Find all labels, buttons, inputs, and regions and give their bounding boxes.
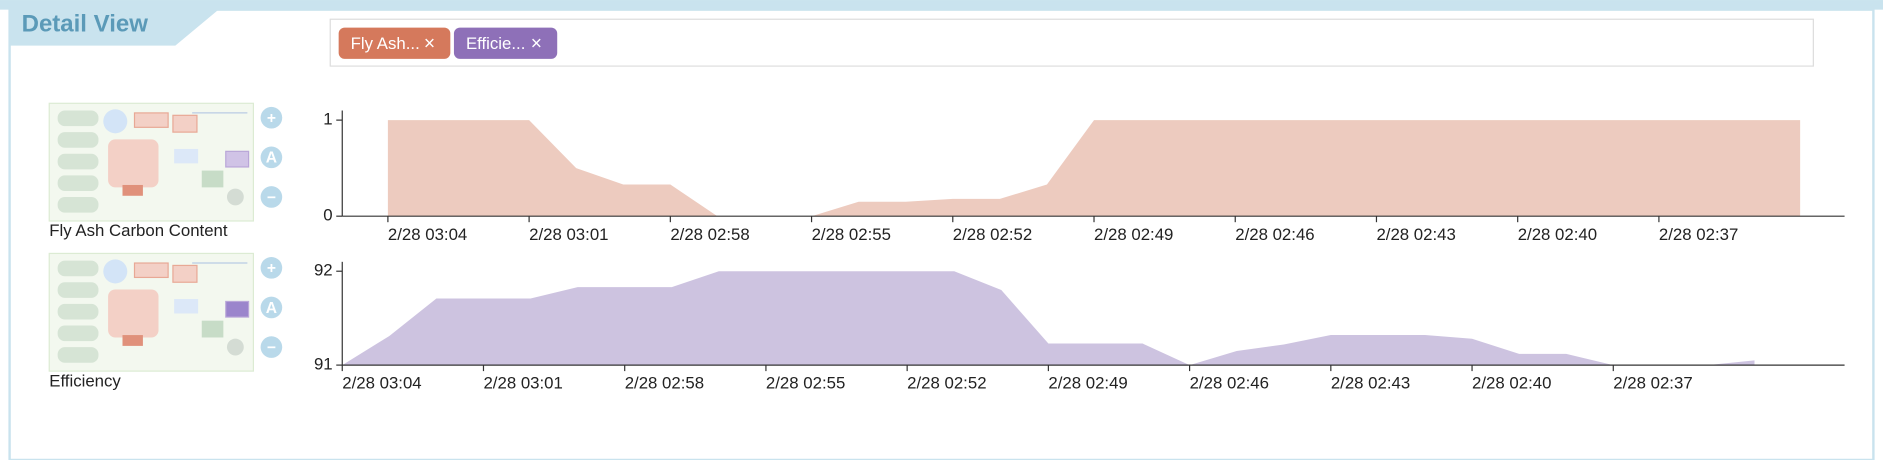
icon-button[interactable]	[260, 336, 283, 358]
icon-stack	[57, 132, 99, 148]
icon-box	[108, 139, 159, 188]
icon-circle	[103, 109, 128, 134]
icon-circle	[103, 259, 128, 284]
x-tick-label: 2/28 02:49	[1094, 225, 1173, 244]
x-tick-label: 2/28 03:04	[342, 374, 421, 393]
icon-small	[133, 112, 169, 128]
x-tick-label: 2/28 02:46	[1190, 374, 1269, 393]
icon-button-label[interactable]: A	[266, 300, 277, 317]
icon-button[interactable]	[260, 106, 283, 129]
area	[342, 271, 1755, 366]
icon-purple	[225, 150, 250, 168]
tag-close[interactable]: ×	[424, 34, 435, 55]
icon-stack	[57, 325, 99, 342]
icon-button[interactable]	[260, 296, 283, 319]
icon-button[interactable]	[260, 146, 283, 169]
icon-stack	[57, 303, 99, 320]
panel-label: Efficiency	[49, 371, 121, 390]
x-tick-label: 2/28 02:52	[953, 225, 1032, 244]
icon-green	[201, 170, 224, 188]
top-band	[0, 0, 1883, 10]
x-tick-label: 2/28 02:40	[1472, 374, 1551, 393]
icon-stack	[57, 347, 99, 363]
x-tick-label: 2/28 02:37	[1659, 225, 1738, 244]
x-tick-label: 2/28 02:43	[1331, 374, 1410, 393]
icon-stack	[57, 282, 99, 298]
header-tab	[9, 9, 219, 46]
icon-button-label[interactable]: −	[267, 339, 276, 356]
x-tick-label: 2/28 02:52	[907, 374, 986, 393]
y-tick-label: 1	[323, 110, 332, 129]
icon-button[interactable]	[260, 257, 283, 279]
y-tick-label: 0	[323, 206, 332, 225]
y-tick-label: 92	[314, 261, 333, 280]
x-tick-label: 2/28 02:43	[1376, 225, 1455, 244]
icon-purple	[225, 300, 250, 318]
x-tick-label: 2/28 02:46	[1235, 225, 1314, 244]
tag[interactable]	[453, 27, 558, 59]
tag-box[interactable]	[329, 18, 1814, 67]
icon-small	[122, 335, 143, 346]
icon-gray	[226, 338, 244, 356]
icon-small	[174, 299, 199, 314]
tag-close[interactable]: ×	[531, 34, 542, 55]
icon-button-label[interactable]: A	[266, 150, 277, 167]
icon-button-label[interactable]: +	[267, 110, 276, 127]
area	[387, 120, 1801, 217]
icon-button-label[interactable]: −	[267, 189, 276, 206]
x-tick-label: 2/28 02:37	[1613, 374, 1692, 393]
x-tick-label: 2/28 02:55	[812, 225, 891, 244]
header-title: Detail View	[22, 11, 149, 38]
icon-stack	[57, 196, 99, 213]
tag[interactable]	[338, 27, 451, 59]
x-tick-label: 2/28 03:01	[483, 374, 562, 393]
x-tick-label: 2/28 03:01	[529, 225, 608, 244]
icon-stack	[57, 175, 99, 191]
icon-small	[122, 184, 143, 196]
icon-button-label[interactable]: +	[267, 260, 276, 277]
icon-button[interactable]	[260, 186, 283, 208]
x-tick-label: 2/28 02:55	[766, 374, 845, 393]
tag-label: Efficie...	[466, 34, 525, 53]
icon-small	[174, 148, 199, 164]
icon-stack	[57, 153, 99, 170]
x-tick-label: 2/28 02:40	[1518, 225, 1597, 244]
icon-small	[172, 114, 198, 133]
x-tick-label: 2/28 03:04	[388, 225, 467, 244]
x-tick-label: 2/28 02:49	[1048, 374, 1127, 393]
x-tick-label: 2/28 02:58	[625, 374, 704, 393]
panel-label: Fly Ash Carbon Content	[49, 221, 228, 240]
y-tick-label: 91	[314, 355, 333, 374]
panel-frame	[8, 8, 1875, 460]
icon-small	[133, 262, 169, 279]
icon-small	[172, 264, 198, 283]
icon-stack	[57, 110, 99, 127]
icon-gray	[226, 188, 244, 206]
tag-label: Fly Ash...	[351, 34, 420, 53]
x-tick-label: 2/28 02:58	[670, 225, 749, 244]
icon-stack	[57, 260, 99, 277]
icon-green	[201, 320, 224, 338]
icon-box	[108, 289, 159, 338]
